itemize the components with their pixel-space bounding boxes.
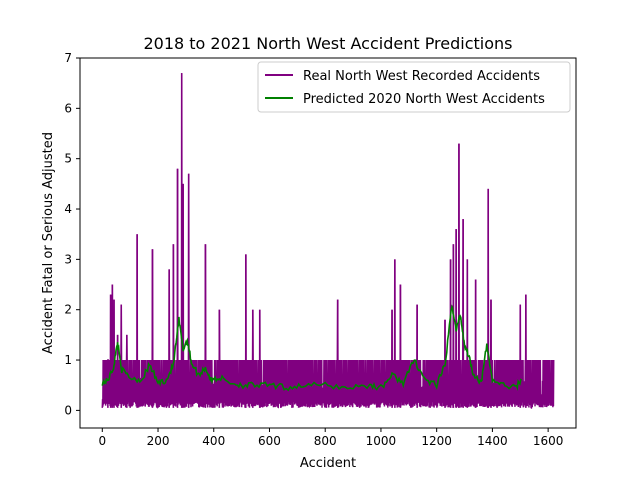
legend-label-real: Real North West Recorded Accidents bbox=[303, 69, 540, 84]
x-tick-label: 0 bbox=[98, 434, 106, 448]
y-tick-label: 0 bbox=[64, 403, 72, 417]
y-tick-label: 4 bbox=[64, 202, 72, 216]
y-tick-label: 7 bbox=[64, 51, 72, 65]
x-tick-label: 600 bbox=[258, 434, 281, 448]
x-tick-label: 200 bbox=[147, 434, 170, 448]
x-tick-label: 1600 bbox=[533, 434, 564, 448]
y-tick-label: 3 bbox=[64, 252, 72, 266]
x-axis-label: Accident bbox=[300, 456, 356, 471]
y-tick-label: 6 bbox=[64, 101, 72, 115]
y-axis-ticks: 0 1 2 3 4 5 6 7 bbox=[64, 51, 80, 417]
legend: Real North West Recorded Accidents Predi… bbox=[257, 61, 571, 113]
legend-box bbox=[257, 61, 571, 113]
plot-lines bbox=[101, 73, 555, 409]
x-tick-label: 800 bbox=[314, 434, 337, 448]
x-tick-label: 400 bbox=[202, 434, 225, 448]
series-line-predicted bbox=[101, 304, 523, 392]
x-tick-label: 1200 bbox=[421, 434, 452, 448]
legend-label-predicted: Predicted 2020 North West Accidents bbox=[303, 92, 545, 107]
x-tick-label: 1400 bbox=[477, 434, 508, 448]
y-tick-label: 1 bbox=[64, 353, 72, 367]
x-axis-ticks: 0 200 400 600 800 1000 1200 1400 1600 bbox=[98, 428, 563, 448]
y-tick-label: 5 bbox=[64, 152, 72, 166]
y-tick-label: 2 bbox=[64, 303, 72, 317]
x-tick-label: 1000 bbox=[366, 434, 397, 448]
chart-title: 2018 to 2021 North West Accident Predict… bbox=[143, 34, 512, 53]
plot-frame bbox=[79, 57, 577, 429]
y-axis-label: Accident Fatal or Serious Adjusted bbox=[41, 132, 56, 354]
